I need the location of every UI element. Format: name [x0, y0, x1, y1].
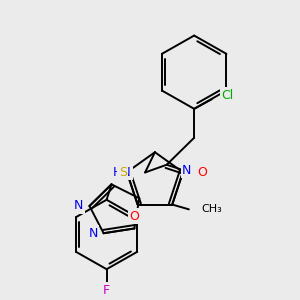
Text: S: S: [119, 166, 127, 179]
Text: CH₃: CH₃: [202, 204, 222, 214]
Text: F: F: [103, 284, 110, 297]
Text: Cl: Cl: [222, 89, 234, 102]
Text: HN: HN: [112, 166, 131, 179]
Text: N: N: [182, 164, 191, 177]
Text: O: O: [197, 166, 207, 179]
Text: N: N: [88, 227, 98, 240]
Text: N: N: [74, 200, 84, 212]
Text: O: O: [129, 210, 139, 223]
